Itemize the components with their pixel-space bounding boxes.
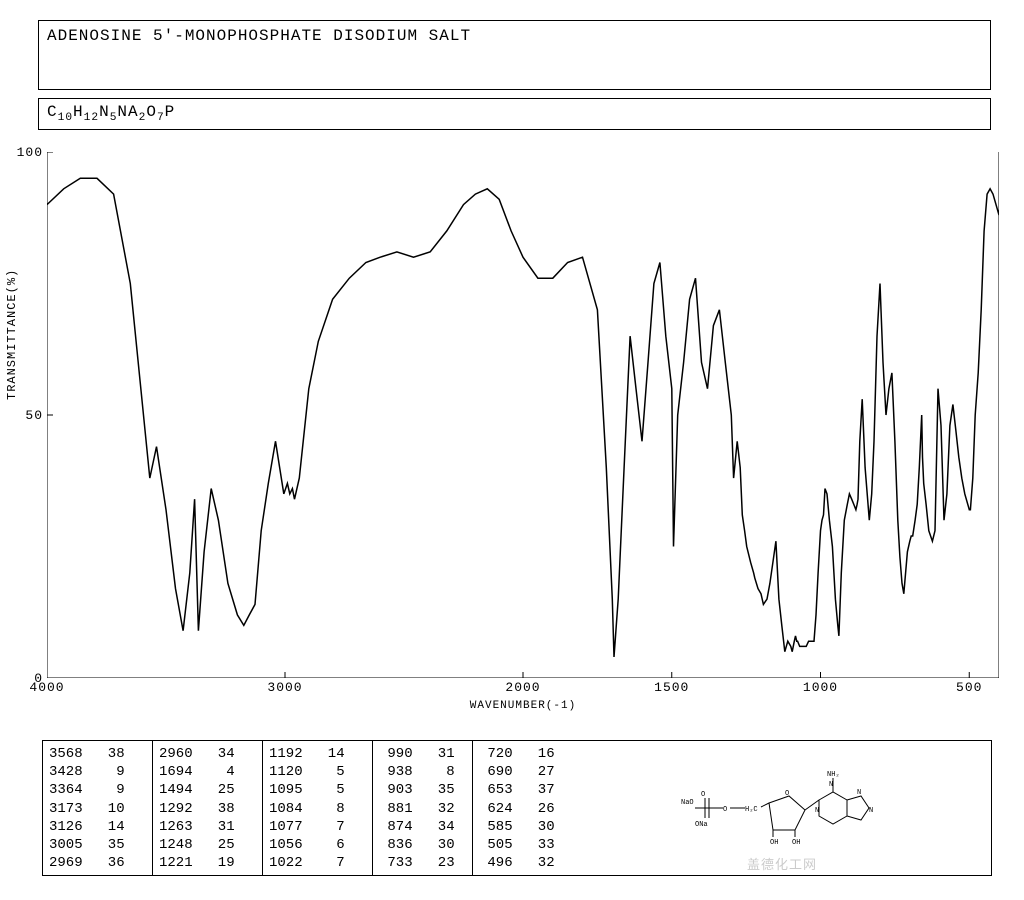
x-tick-label: 2000 <box>505 680 540 695</box>
svg-text:N: N <box>857 789 861 797</box>
svg-text:N: N <box>869 807 873 815</box>
svg-text:O: O <box>701 791 705 799</box>
x-tick-label: 1000 <box>803 680 838 695</box>
plot-area <box>47 152 999 678</box>
svg-text:ONa: ONa <box>695 821 708 829</box>
ir-spectrum-chart: TRANSMITTANCE(%) 050100 4000300020001500… <box>9 140 1015 700</box>
y-tick-label: 50 <box>13 408 43 423</box>
x-tick-label: 1500 <box>654 680 689 695</box>
x-axis-ticks: 40003000200015001000500 <box>47 680 999 700</box>
peak-column: 990 31 938 8 903 35 881 32 874 34 836 30… <box>373 741 473 875</box>
svg-text:NaO: NaO <box>681 799 694 807</box>
peak-table: 3568 38 3428 9 3364 9 3173 10 3126 14 30… <box>42 740 992 876</box>
svg-text:O: O <box>723 806 727 814</box>
molecule-structure-panel: NaO O ONa O H₂C O OH OH <box>573 741 991 875</box>
compound-title: ADENOSINE 5'-MONOPHOSPHATE DISODIUM SALT <box>47 27 471 45</box>
x-tick-label: 500 <box>956 680 982 695</box>
x-tick-label: 4000 <box>29 680 64 695</box>
y-tick-label: 100 <box>13 145 43 160</box>
peak-column: 2960 34 1694 4 1494 25 1292 38 1263 31 1… <box>153 741 263 875</box>
x-tick-label: 3000 <box>267 680 302 695</box>
y-axis-ticks: 050100 <box>13 140 43 700</box>
peak-column: 1192 14 1120 5 1095 5 1084 8 1077 7 1056… <box>263 741 373 875</box>
spectrum-svg <box>47 152 999 678</box>
peak-column: 3568 38 3428 9 3364 9 3173 10 3126 14 30… <box>43 741 153 875</box>
svg-text:OH: OH <box>792 839 800 847</box>
peak-column: 720 16 690 27 653 37 624 26 585 30 505 3… <box>473 741 573 875</box>
title-box: ADENOSINE 5'-MONOPHOSPHATE DISODIUM SALT <box>38 20 991 90</box>
x-axis-label: WAVENUMBER(-1) <box>47 700 999 712</box>
svg-text:H₂C: H₂C <box>745 806 758 814</box>
svg-text:NH₂: NH₂ <box>827 771 840 779</box>
svg-text:OH: OH <box>770 839 778 847</box>
watermark-text: 盖德化工网 <box>747 854 817 873</box>
molecule-diagram: NaO O ONa O H₂C O OH OH <box>677 748 887 868</box>
formula-box: C10H12N5NA2O7P <box>38 98 991 130</box>
molecular-formula: C10H12N5NA2O7P <box>47 103 175 124</box>
svg-text:N: N <box>815 807 819 815</box>
svg-text:O: O <box>785 790 789 798</box>
